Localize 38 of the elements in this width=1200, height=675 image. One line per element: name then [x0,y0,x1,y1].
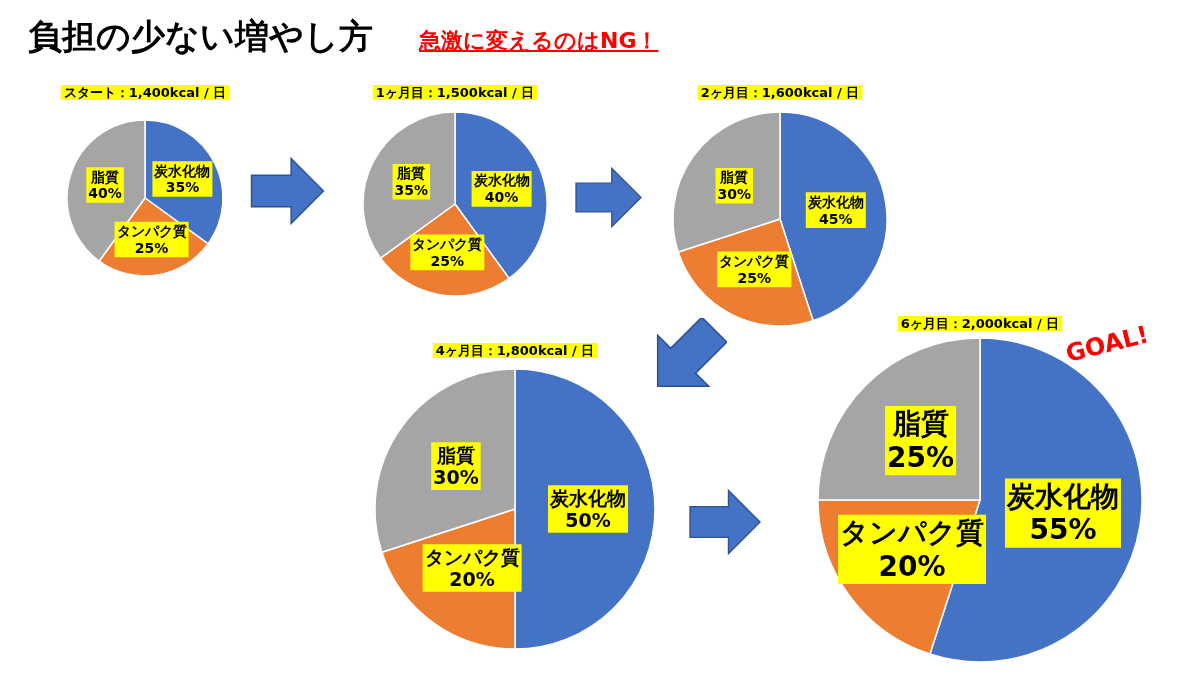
slice-label: 脂質 [90,168,120,185]
chart-title: スタート：1,400kcal / 日 [63,85,227,100]
chart-title: 6ヶ月目：2,000kcal / 日 [900,316,1060,331]
text: 負担の少ない増やし方 [28,16,373,56]
data-label: 25% [887,440,955,474]
data-label: 55% [1029,513,1097,547]
data-label: 45% [819,210,853,227]
chart-title: 4ヶ月目：1,800kcal / 日 [435,343,595,358]
slice-label: 炭水化物 [472,172,530,189]
slice-label: 炭水化物 [549,486,626,509]
data-label: 25% [430,252,465,269]
data-label: 35% [165,179,200,196]
data-label: 20% [449,568,495,591]
text: 急激に変えるのはNG！ [419,28,659,53]
slice-label: 炭水化物 [1005,479,1119,513]
slice-label: タンパク質 [116,223,187,240]
slice-label: 炭水化物 [153,162,211,179]
data-label: 50% [565,509,611,532]
slice-label: 脂質 [891,407,949,441]
data-label: 20% [878,549,946,583]
slice-label: 脂質 [719,169,749,186]
slice-label: タンパク質 [424,545,520,568]
slice-label: タンパク質 [412,236,483,252]
data-label: 25% [134,239,169,256]
slice-label: タンパク質 [840,516,985,550]
slice-label: 脂質 [435,443,475,466]
text: GOAL! [1062,320,1152,368]
slice-label: タンパク質 [719,252,790,269]
data-label: 35% [394,182,429,199]
data-label: 40% [88,185,122,202]
chart-title: 2ヶ月目：1,600kcal / 日 [700,85,860,100]
data-label: 30% [717,186,752,203]
slice-label: 脂質 [396,165,426,182]
chart-title: 1ヶ月目：1,500kcal / 日 [375,85,535,100]
data-label: 40% [484,189,519,206]
data-label: 30% [433,466,479,489]
slice-label: 炭水化物 [806,193,864,210]
data-label: 25% [737,269,772,286]
